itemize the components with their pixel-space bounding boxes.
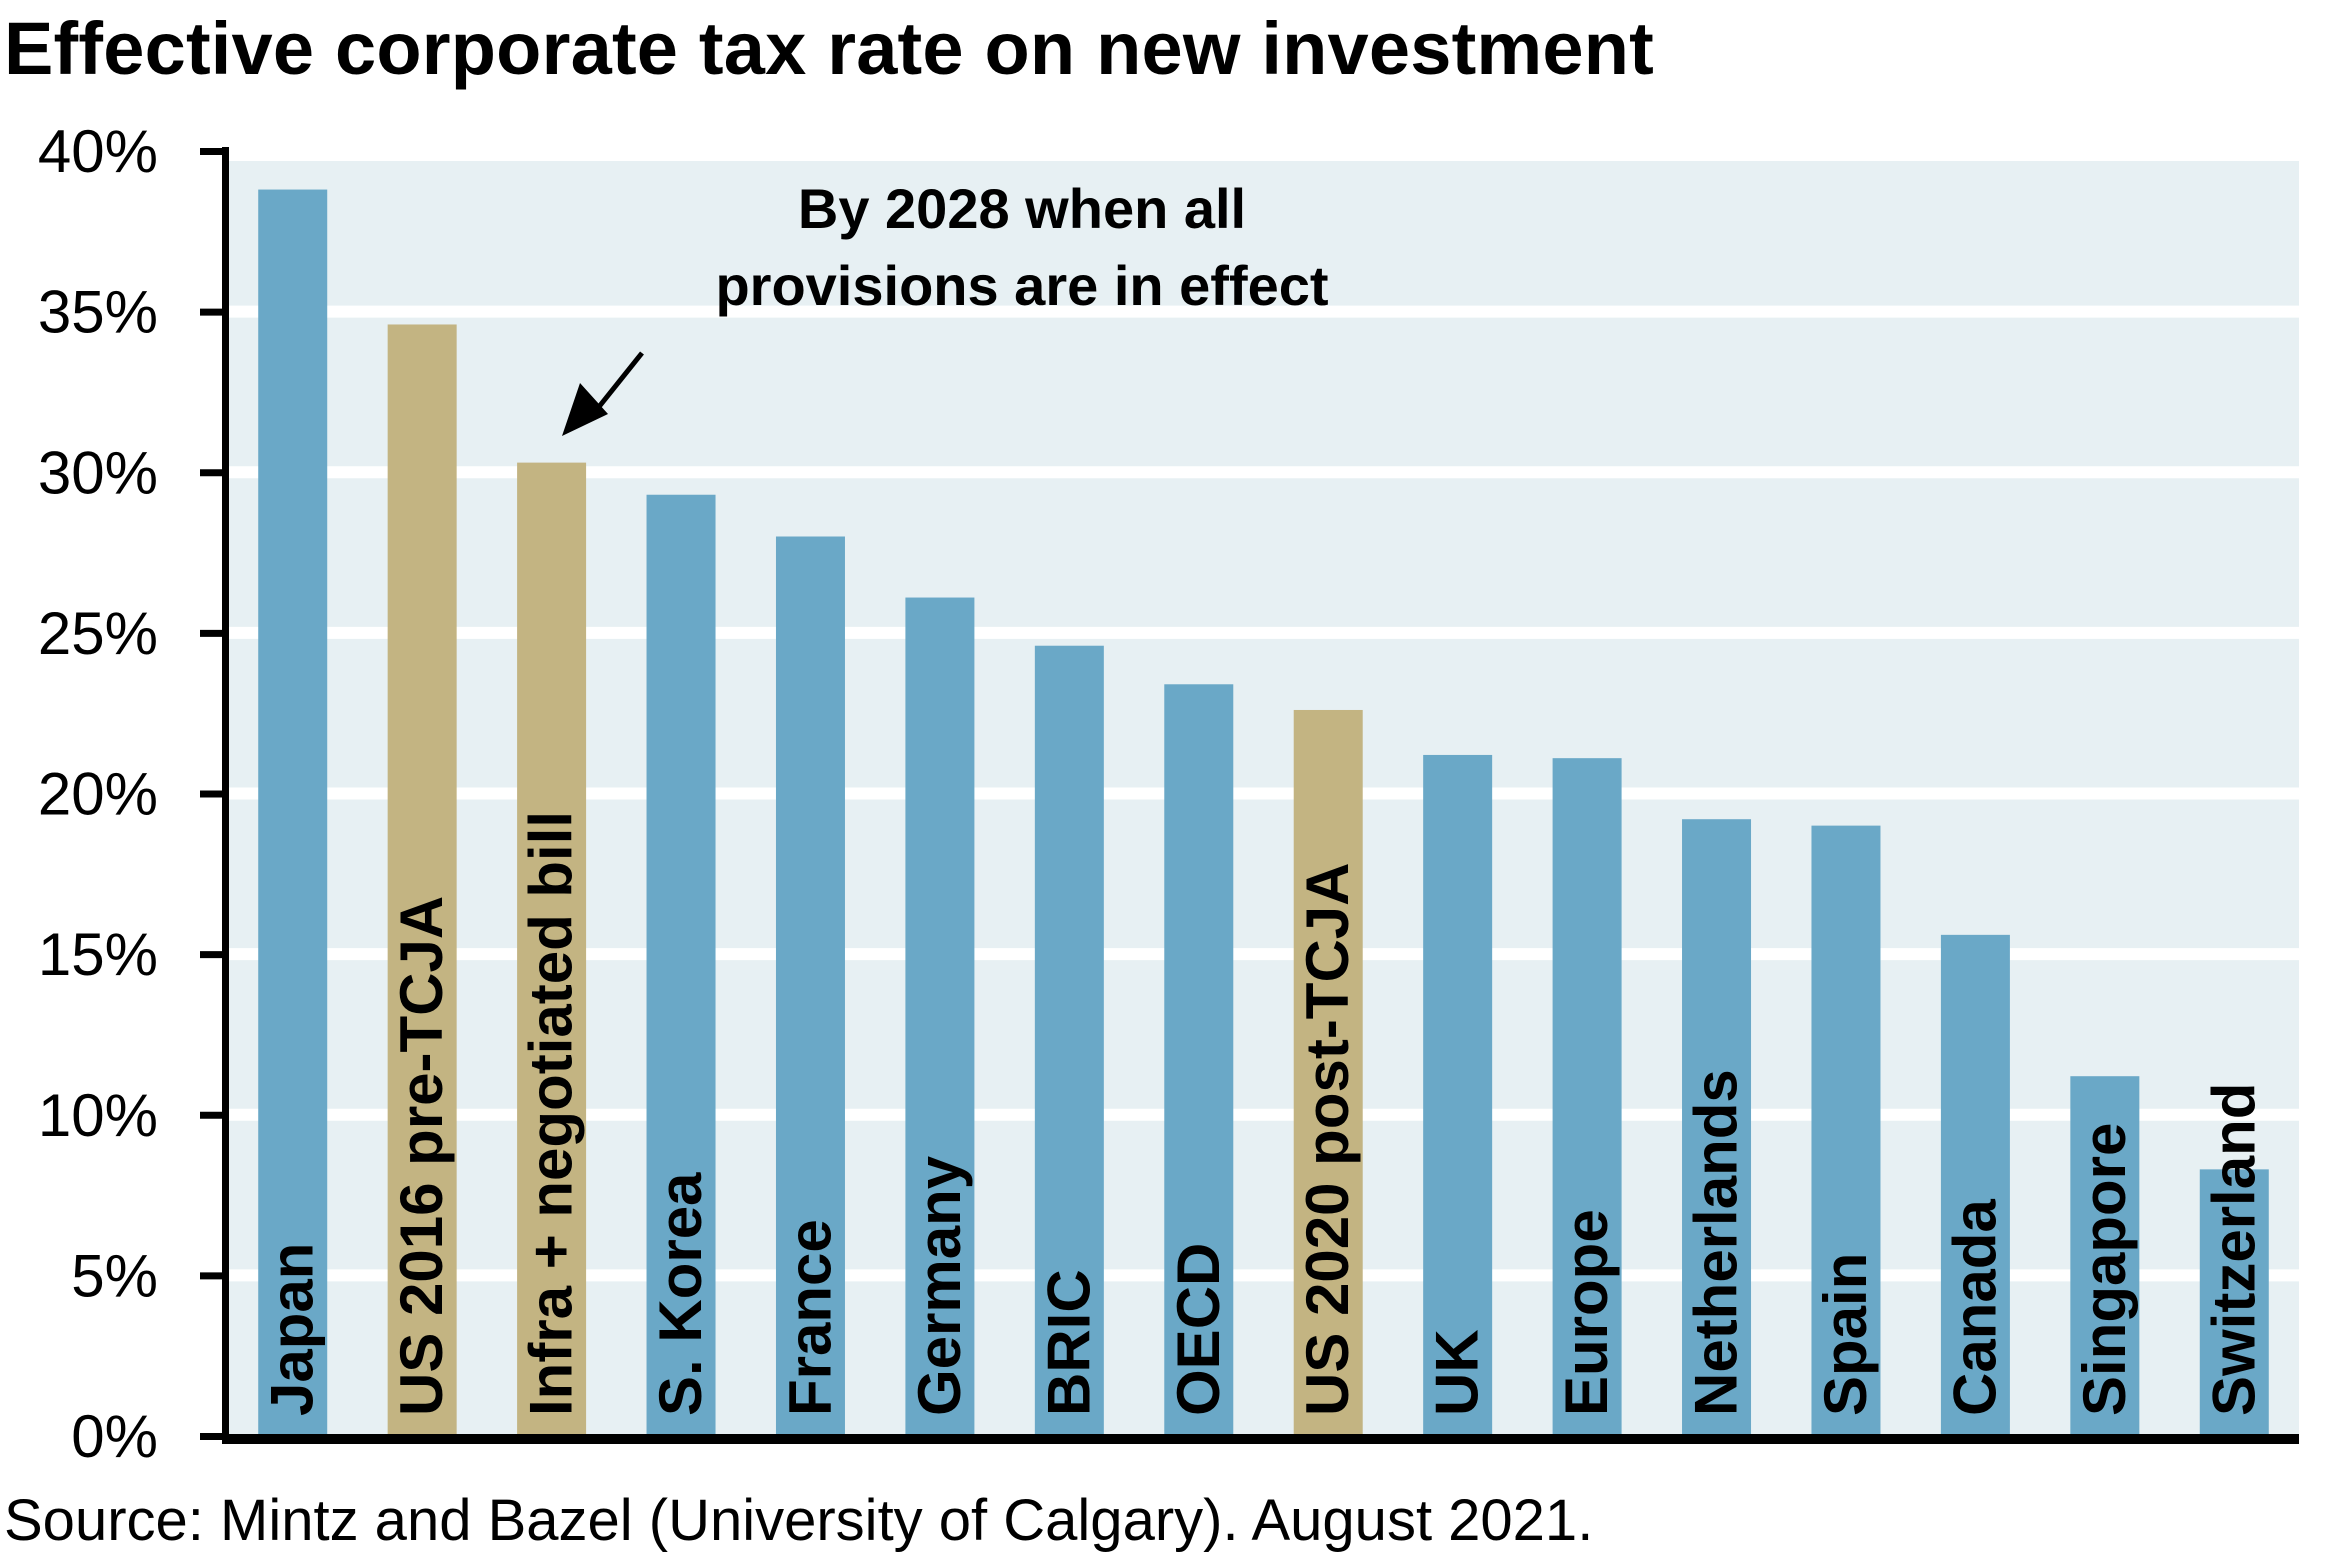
y-tick-label: 25% bbox=[38, 600, 158, 667]
category-label: Singapore bbox=[2071, 1123, 2138, 1416]
bar-us-2020-post-tcja bbox=[1293, 709, 1363, 1436]
gridline bbox=[228, 787, 2299, 800]
bar-uk bbox=[1423, 754, 1493, 1436]
bar-labels: Japan US 2016 pre-TCJA Infra + negotiated … bbox=[259, 811, 2268, 1416]
bar-s-korea bbox=[646, 494, 716, 1436]
category-label: UK bbox=[1424, 1329, 1491, 1416]
bar-canada bbox=[1940, 934, 2010, 1436]
gridline bbox=[228, 305, 2299, 318]
category-label: BRIC bbox=[1035, 1269, 1102, 1416]
y-tick-mark bbox=[200, 951, 224, 959]
category-label: OECD bbox=[1165, 1243, 1232, 1416]
category-label: Germany bbox=[906, 1155, 973, 1416]
y-tick-mark bbox=[200, 790, 224, 798]
y-tick-label: 5% bbox=[71, 1242, 158, 1309]
category-label: Infra + negotiated bill bbox=[518, 811, 585, 1416]
y-tick-mark bbox=[200, 148, 224, 155]
gridline bbox=[228, 466, 2299, 479]
bar-singapore bbox=[2070, 1076, 2140, 1436]
bar-japan bbox=[258, 189, 328, 1436]
annotation-arrow-icon bbox=[562, 383, 608, 436]
category-label: US 2020 post-TCJA bbox=[1294, 863, 1361, 1416]
source-note: Source: Mintz and Bazel (University of C… bbox=[4, 1488, 1594, 1553]
category-label: Europe bbox=[1553, 1209, 1620, 1416]
bar-netherlands bbox=[1682, 819, 1752, 1436]
annotation-line-2: provisions are in effect bbox=[715, 254, 1328, 317]
gridline bbox=[228, 1108, 2299, 1121]
x-axis-line bbox=[222, 1434, 2299, 1444]
bar-bric bbox=[1034, 645, 1104, 1436]
category-label: Japan bbox=[259, 1243, 326, 1416]
y-tick-mark bbox=[200, 1272, 224, 1280]
y-tick-label: 15% bbox=[38, 921, 158, 988]
y-tick-label: 10% bbox=[38, 1082, 158, 1149]
category-label: Switzerland bbox=[2200, 1083, 2267, 1416]
annotation: By 2028 when all provisions are in effec… bbox=[562, 177, 1329, 436]
category-label: S. Korea bbox=[647, 1172, 714, 1416]
y-tick-label: 20% bbox=[38, 761, 158, 828]
annotation-line-1: By 2028 when all bbox=[798, 177, 1246, 240]
gridlines bbox=[228, 305, 2299, 1282]
category-label: Spain bbox=[1812, 1253, 1879, 1416]
bar-switzerland bbox=[2199, 1169, 2269, 1436]
bars bbox=[258, 189, 2269, 1437]
y-tick-label: 35% bbox=[38, 279, 158, 346]
bar-infra-negotiated-bill bbox=[517, 462, 587, 1436]
y-tick-mark bbox=[200, 1111, 224, 1119]
y-tick-mark bbox=[200, 629, 224, 637]
y-tick-mark bbox=[200, 1433, 224, 1440]
category-label: US 2016 pre-TCJA bbox=[388, 896, 455, 1416]
y-axis: 0% 5% 10% 15% 20% 25% 30% 35% 40% bbox=[38, 118, 2299, 1470]
y-tick-label: 40% bbox=[38, 118, 158, 185]
gridline bbox=[228, 626, 2299, 639]
y-tick-label: 30% bbox=[38, 439, 158, 506]
bar-oecd bbox=[1164, 684, 1234, 1436]
gridline bbox=[228, 1269, 2299, 1282]
category-label: Canada bbox=[1941, 1199, 2008, 1416]
y-tick-label: 0% bbox=[71, 1403, 158, 1470]
y-axis-line bbox=[222, 147, 229, 1442]
category-label: France bbox=[776, 1219, 843, 1416]
bar-france bbox=[775, 536, 845, 1436]
gridline bbox=[228, 948, 2299, 961]
bar-germany bbox=[905, 597, 975, 1436]
bar-us-2016-pre-tcja bbox=[387, 324, 457, 1437]
y-tick-mark bbox=[200, 308, 224, 316]
y-tick-mark bbox=[200, 469, 224, 477]
bar-europe bbox=[1552, 758, 1622, 1436]
category-label: Netherlands bbox=[1683, 1069, 1750, 1416]
chart-title: Effective corporate tax rate on new inve… bbox=[4, 7, 1655, 90]
bar-spain bbox=[1811, 825, 1881, 1436]
